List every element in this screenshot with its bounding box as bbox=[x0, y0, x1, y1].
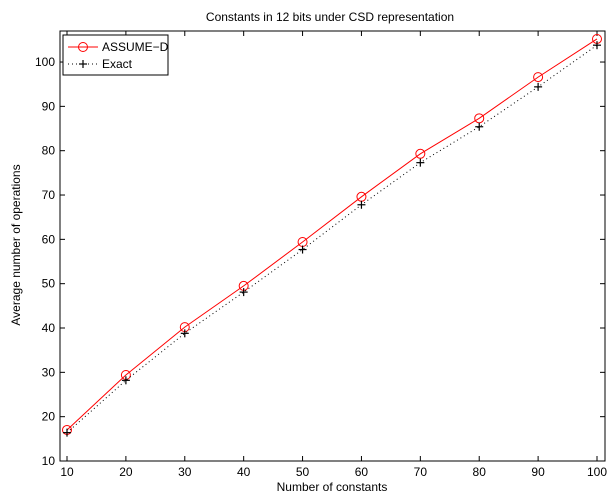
y-tick-label: 40 bbox=[42, 321, 56, 335]
data-point-assume-d bbox=[415, 148, 426, 159]
data-point-exact bbox=[63, 428, 71, 437]
x-tick-label: 10 bbox=[60, 465, 74, 479]
x-tick-label: 50 bbox=[296, 465, 310, 479]
data-point-exact bbox=[239, 288, 248, 297]
legend-marker-assume-d bbox=[78, 42, 88, 52]
y-tick-label: 100 bbox=[35, 55, 55, 69]
x-tick-label: 100 bbox=[587, 465, 607, 479]
data-point-exact bbox=[357, 200, 366, 209]
y-tick-label: 80 bbox=[42, 144, 56, 158]
data-point-exact bbox=[534, 82, 543, 91]
data-point-exact bbox=[121, 376, 130, 385]
plot-area-frame bbox=[59, 30, 606, 462]
legend: ASSUME−D Exact bbox=[62, 34, 169, 76]
y-tick-label: 60 bbox=[42, 232, 56, 246]
y-tick-label: 30 bbox=[42, 365, 56, 379]
x-axis-label: Number of constants bbox=[277, 480, 388, 494]
x-tick-label: 30 bbox=[178, 465, 192, 479]
legend-label-assume-d: ASSUME−D bbox=[102, 40, 169, 54]
data-point-exact bbox=[298, 245, 307, 254]
data-point-exact bbox=[180, 329, 189, 338]
x-tick-label: 90 bbox=[531, 465, 545, 479]
x-tick-label: 20 bbox=[119, 465, 133, 479]
data-point-assume-d bbox=[533, 72, 544, 83]
y-tick-label: 20 bbox=[42, 410, 56, 424]
x-axis-ticks: 10 20 30 40 50 60 70 80 90 100 bbox=[60, 31, 607, 479]
y-tick-label: 70 bbox=[42, 188, 56, 202]
y-axis-label: Average number of operations bbox=[9, 164, 23, 325]
y-tick-label: 90 bbox=[42, 99, 56, 113]
series-layer bbox=[62, 33, 602, 437]
x-tick-label: 70 bbox=[414, 465, 428, 479]
y-tick-label: 10 bbox=[42, 454, 56, 468]
legend-marker-exact bbox=[79, 60, 87, 68]
data-point-exact bbox=[416, 158, 425, 167]
x-tick-label: 60 bbox=[355, 465, 369, 479]
legend-label-exact: Exact bbox=[102, 57, 133, 71]
chart-title: Constants in 12 bits under CSD represent… bbox=[206, 10, 454, 24]
y-tick-label: 50 bbox=[42, 277, 56, 291]
data-point-exact bbox=[593, 41, 601, 50]
series-line-assume-d bbox=[66, 38, 598, 431]
x-tick-label: 40 bbox=[237, 465, 251, 479]
x-tick-label: 80 bbox=[473, 465, 487, 479]
series-line-exact bbox=[66, 44, 598, 434]
data-point-exact bbox=[475, 122, 484, 131]
legend-box bbox=[62, 34, 169, 76]
